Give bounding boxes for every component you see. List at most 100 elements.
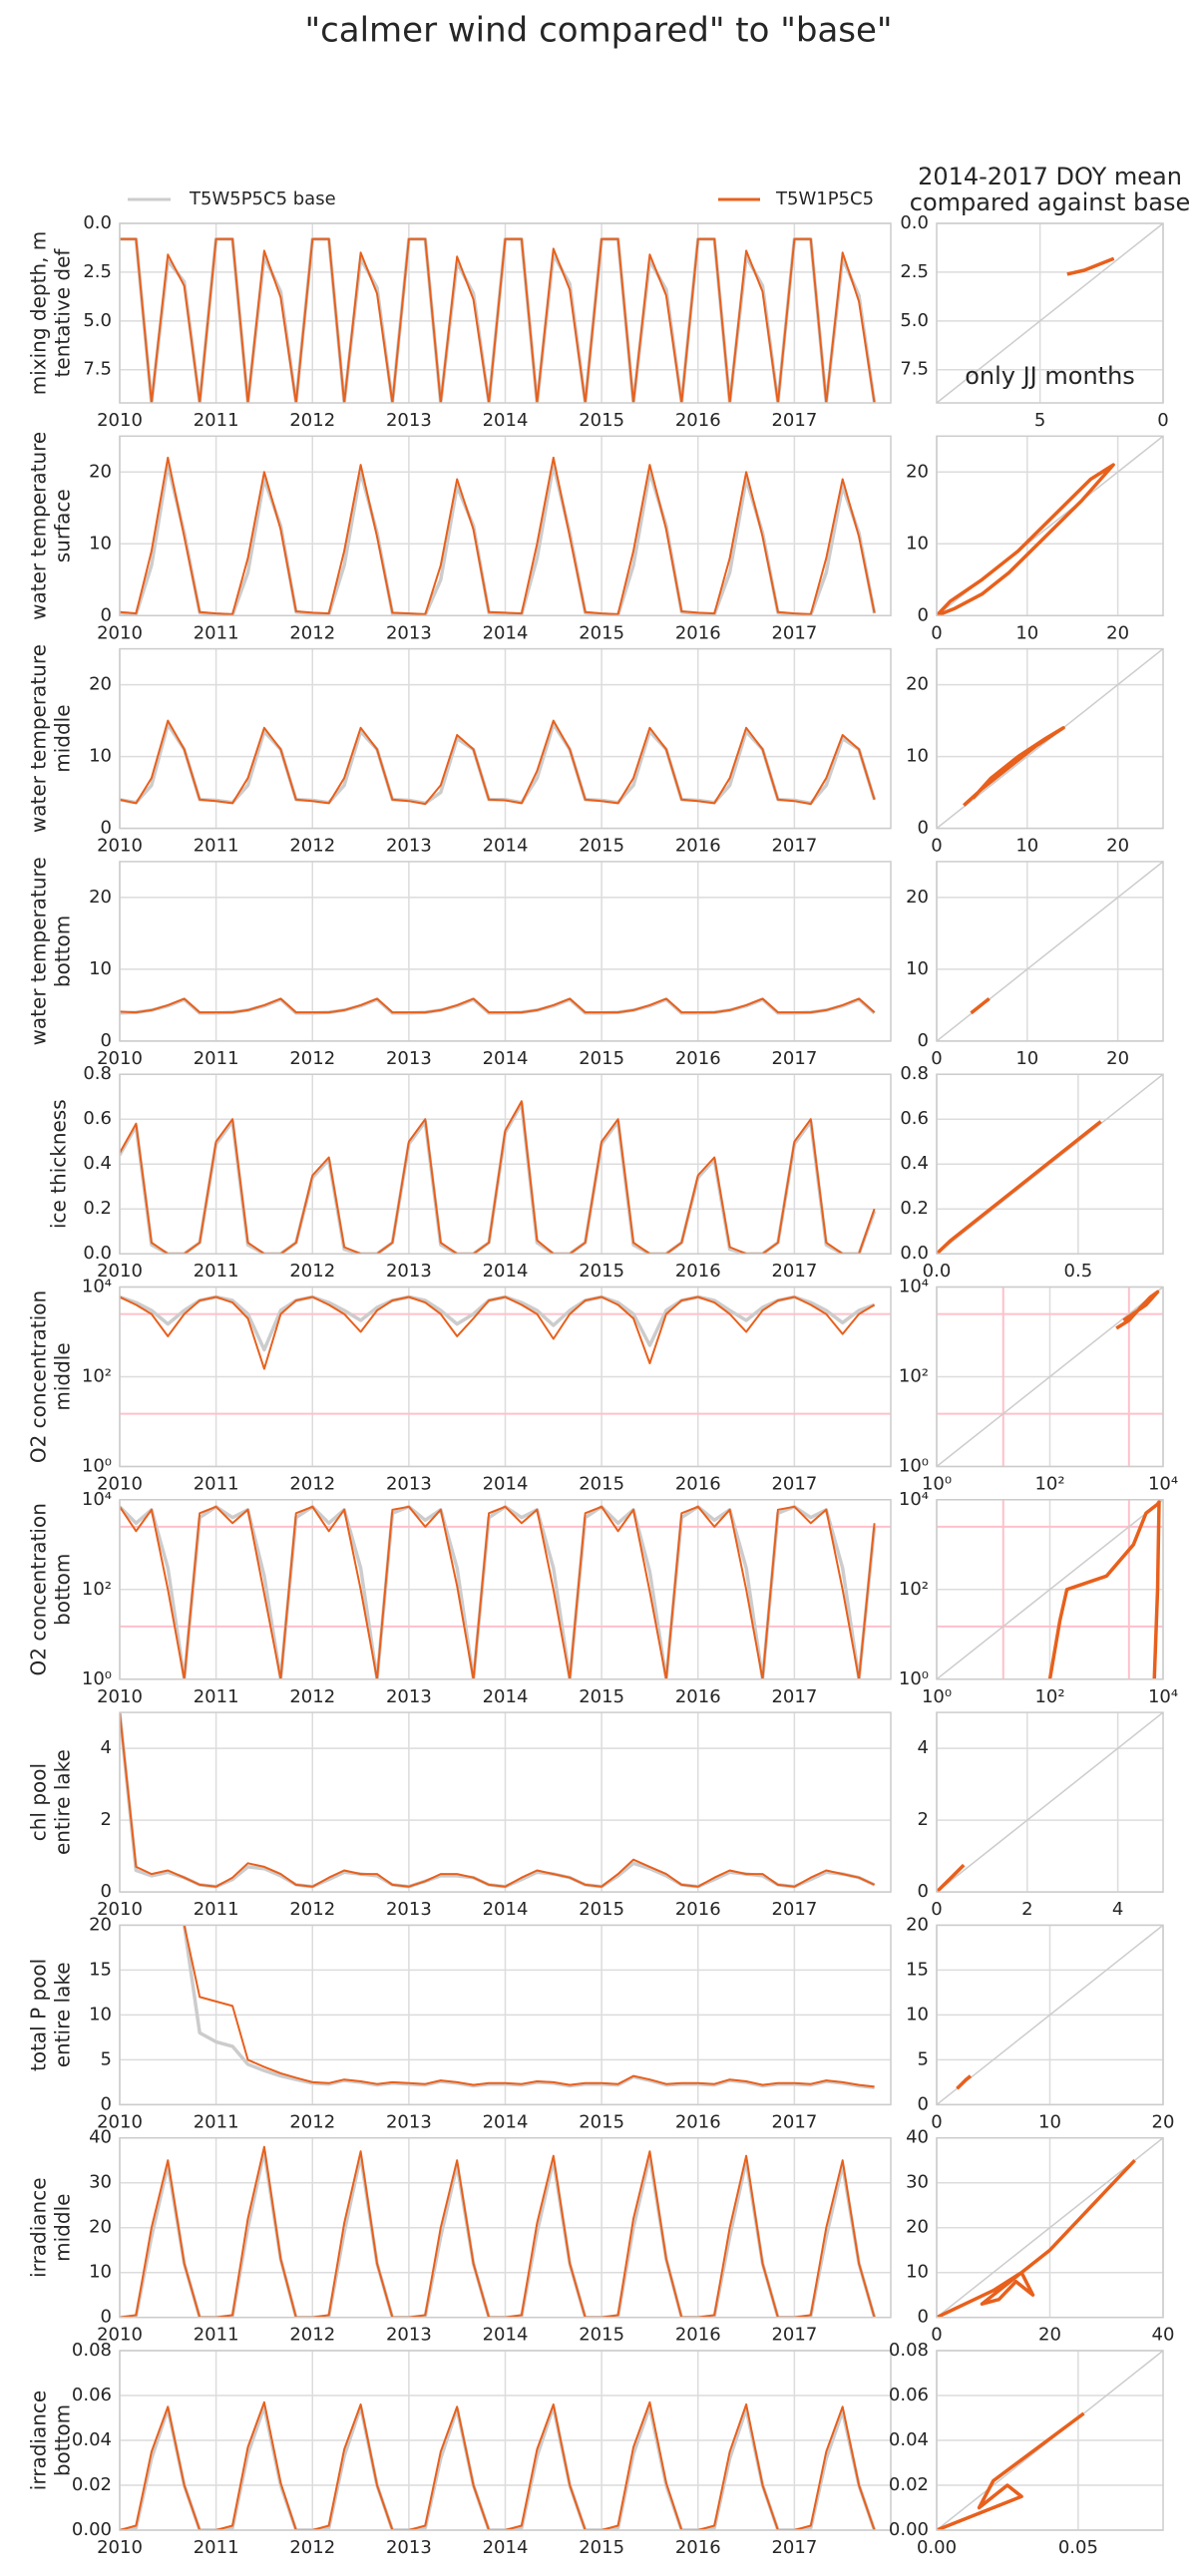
y-tick-label: 40 — [89, 2127, 112, 2148]
x-tick-label: 2012 — [289, 1686, 335, 1707]
plot-area — [937, 1712, 1163, 1893]
y-tick-label: 2 — [918, 1809, 929, 1830]
series-line — [937, 1863, 966, 1893]
identity-line — [937, 1287, 1163, 1467]
x-tick-label: 2013 — [386, 622, 432, 643]
x-tick-label: 2013 — [386, 1474, 432, 1495]
x-tick-label: 2015 — [579, 622, 624, 643]
y-tick-label: 2.5 — [83, 261, 112, 282]
y-tick-label: 0.4 — [83, 1153, 112, 1174]
series-line — [120, 1294, 876, 1352]
series-line — [120, 1505, 877, 1679]
y-axis-label: water temperature — [27, 644, 51, 833]
identity-line — [937, 1499, 1163, 1679]
x-tick-label: 0.0 — [923, 1261, 952, 1282]
x-tick-label: 2011 — [194, 1686, 239, 1707]
y-tick-label: 20 — [89, 1914, 112, 1935]
plot-area — [937, 1925, 1163, 2105]
series-line — [937, 1120, 1102, 1255]
series-line — [120, 2149, 877, 2318]
y-axis-label: tentative def — [51, 248, 75, 378]
x-tick-label: 2015 — [579, 2111, 624, 2132]
axes-frame — [936, 1711, 1164, 1893]
y-tick-label: 20 — [89, 674, 112, 695]
y-tick-label: 0.0 — [900, 212, 929, 233]
x-tick-label: 2017 — [771, 410, 817, 431]
x-tick-label: 2012 — [289, 1899, 335, 1920]
axes-frame — [119, 1073, 892, 1255]
x-tick-label: 10⁰ — [922, 1474, 952, 1495]
y-tick-label: 20 — [906, 1914, 929, 1935]
series-line — [120, 2404, 877, 2530]
y-tick-label: 4 — [918, 1737, 929, 1758]
y-tick-label: 0.6 — [900, 1108, 929, 1129]
x-tick-label: 2017 — [771, 1474, 817, 1495]
x-tick-label: 2015 — [579, 1899, 624, 1920]
x-tick-label: 2011 — [194, 622, 239, 643]
axes-frame — [936, 861, 1164, 1042]
y-axis-label: water temperature — [27, 432, 51, 620]
plot-area — [937, 2137, 1163, 2318]
plot-area — [937, 436, 1163, 616]
x-tick-label: 10 — [1015, 1048, 1038, 1069]
x-tick-label: 2015 — [579, 2325, 624, 2346]
series-line — [120, 1505, 876, 1679]
x-tick-label: 2014 — [483, 1048, 529, 1069]
x-tick-label: 2011 — [194, 2537, 239, 2558]
y-tick-label: 10⁰ — [82, 1668, 112, 1689]
y-tick-label: 10 — [89, 746, 112, 767]
series-line — [120, 722, 877, 806]
x-tick-label: 2012 — [289, 2325, 335, 2346]
x-tick-label: 2010 — [97, 1474, 143, 1495]
y-tick-label: 0.06 — [72, 2385, 112, 2405]
axes-frame — [119, 222, 892, 404]
axes-frame — [936, 1073, 1164, 1255]
x-tick-label: 0.05 — [1058, 2537, 1098, 2558]
y-axis-label: irradiance — [27, 2391, 51, 2490]
x-tick-label: 2016 — [675, 1899, 721, 1920]
x-tick-label: 2012 — [289, 1474, 335, 1495]
x-tick-label: 2011 — [194, 2325, 239, 2346]
x-tick-label: 2017 — [771, 836, 817, 857]
y-tick-label: 5 — [918, 2048, 929, 2069]
y-tick-label: 10⁴ — [82, 1277, 112, 1297]
y-tick-label: 10 — [906, 746, 929, 767]
plot-area — [937, 1074, 1163, 1255]
x-tick-label: 20 — [1106, 1048, 1129, 1069]
x-tick-label: 20 — [1152, 2111, 1175, 2132]
y-tick-label: 0.0 — [83, 1243, 112, 1264]
x-tick-label: 2010 — [97, 622, 143, 643]
x-tick-label: 2013 — [386, 1261, 432, 1282]
y-tick-label: 20 — [906, 674, 929, 695]
series-line — [183, 1925, 875, 2088]
y-axis-label: irradiance — [27, 2178, 51, 2278]
series-line — [937, 463, 1115, 616]
y-tick-label: 0.08 — [889, 2340, 929, 2361]
x-tick-label: 2012 — [289, 2111, 335, 2132]
x-tick-label: 2017 — [771, 1048, 817, 1069]
x-tick-label: 2012 — [289, 1048, 335, 1069]
axes-frame — [936, 222, 1164, 404]
plot-area — [120, 1294, 891, 1415]
y-tick-label: 0 — [918, 2093, 929, 2114]
plot-area — [120, 997, 876, 1015]
y-tick-label: 15 — [89, 1959, 112, 1980]
y-axis-label: total P pool — [27, 1959, 51, 2071]
x-tick-label: 0.00 — [917, 2537, 957, 2558]
plot-area — [937, 2351, 1163, 2530]
x-tick-label: 2017 — [771, 2111, 817, 2132]
y-tick-label: 10⁴ — [82, 1489, 112, 1510]
x-tick-label: 0 — [931, 1048, 942, 1069]
x-tick-label: 0.5 — [1064, 1261, 1093, 1282]
x-tick-label: 2014 — [483, 1474, 529, 1495]
x-tick-label: 2010 — [97, 410, 143, 431]
y-tick-label: 0.8 — [83, 1063, 112, 1084]
x-tick-label: 4 — [1112, 1899, 1123, 1920]
x-tick-label: 2 — [1021, 1899, 1032, 1920]
y-axis-label: water temperature — [27, 857, 51, 1045]
x-tick-label: 40 — [1152, 2325, 1175, 2346]
x-tick-label: 2015 — [579, 836, 624, 857]
x-tick-label: 2012 — [289, 410, 335, 431]
x-tick-label: 10² — [1034, 1686, 1064, 1707]
axes-frame — [936, 1924, 1164, 2106]
